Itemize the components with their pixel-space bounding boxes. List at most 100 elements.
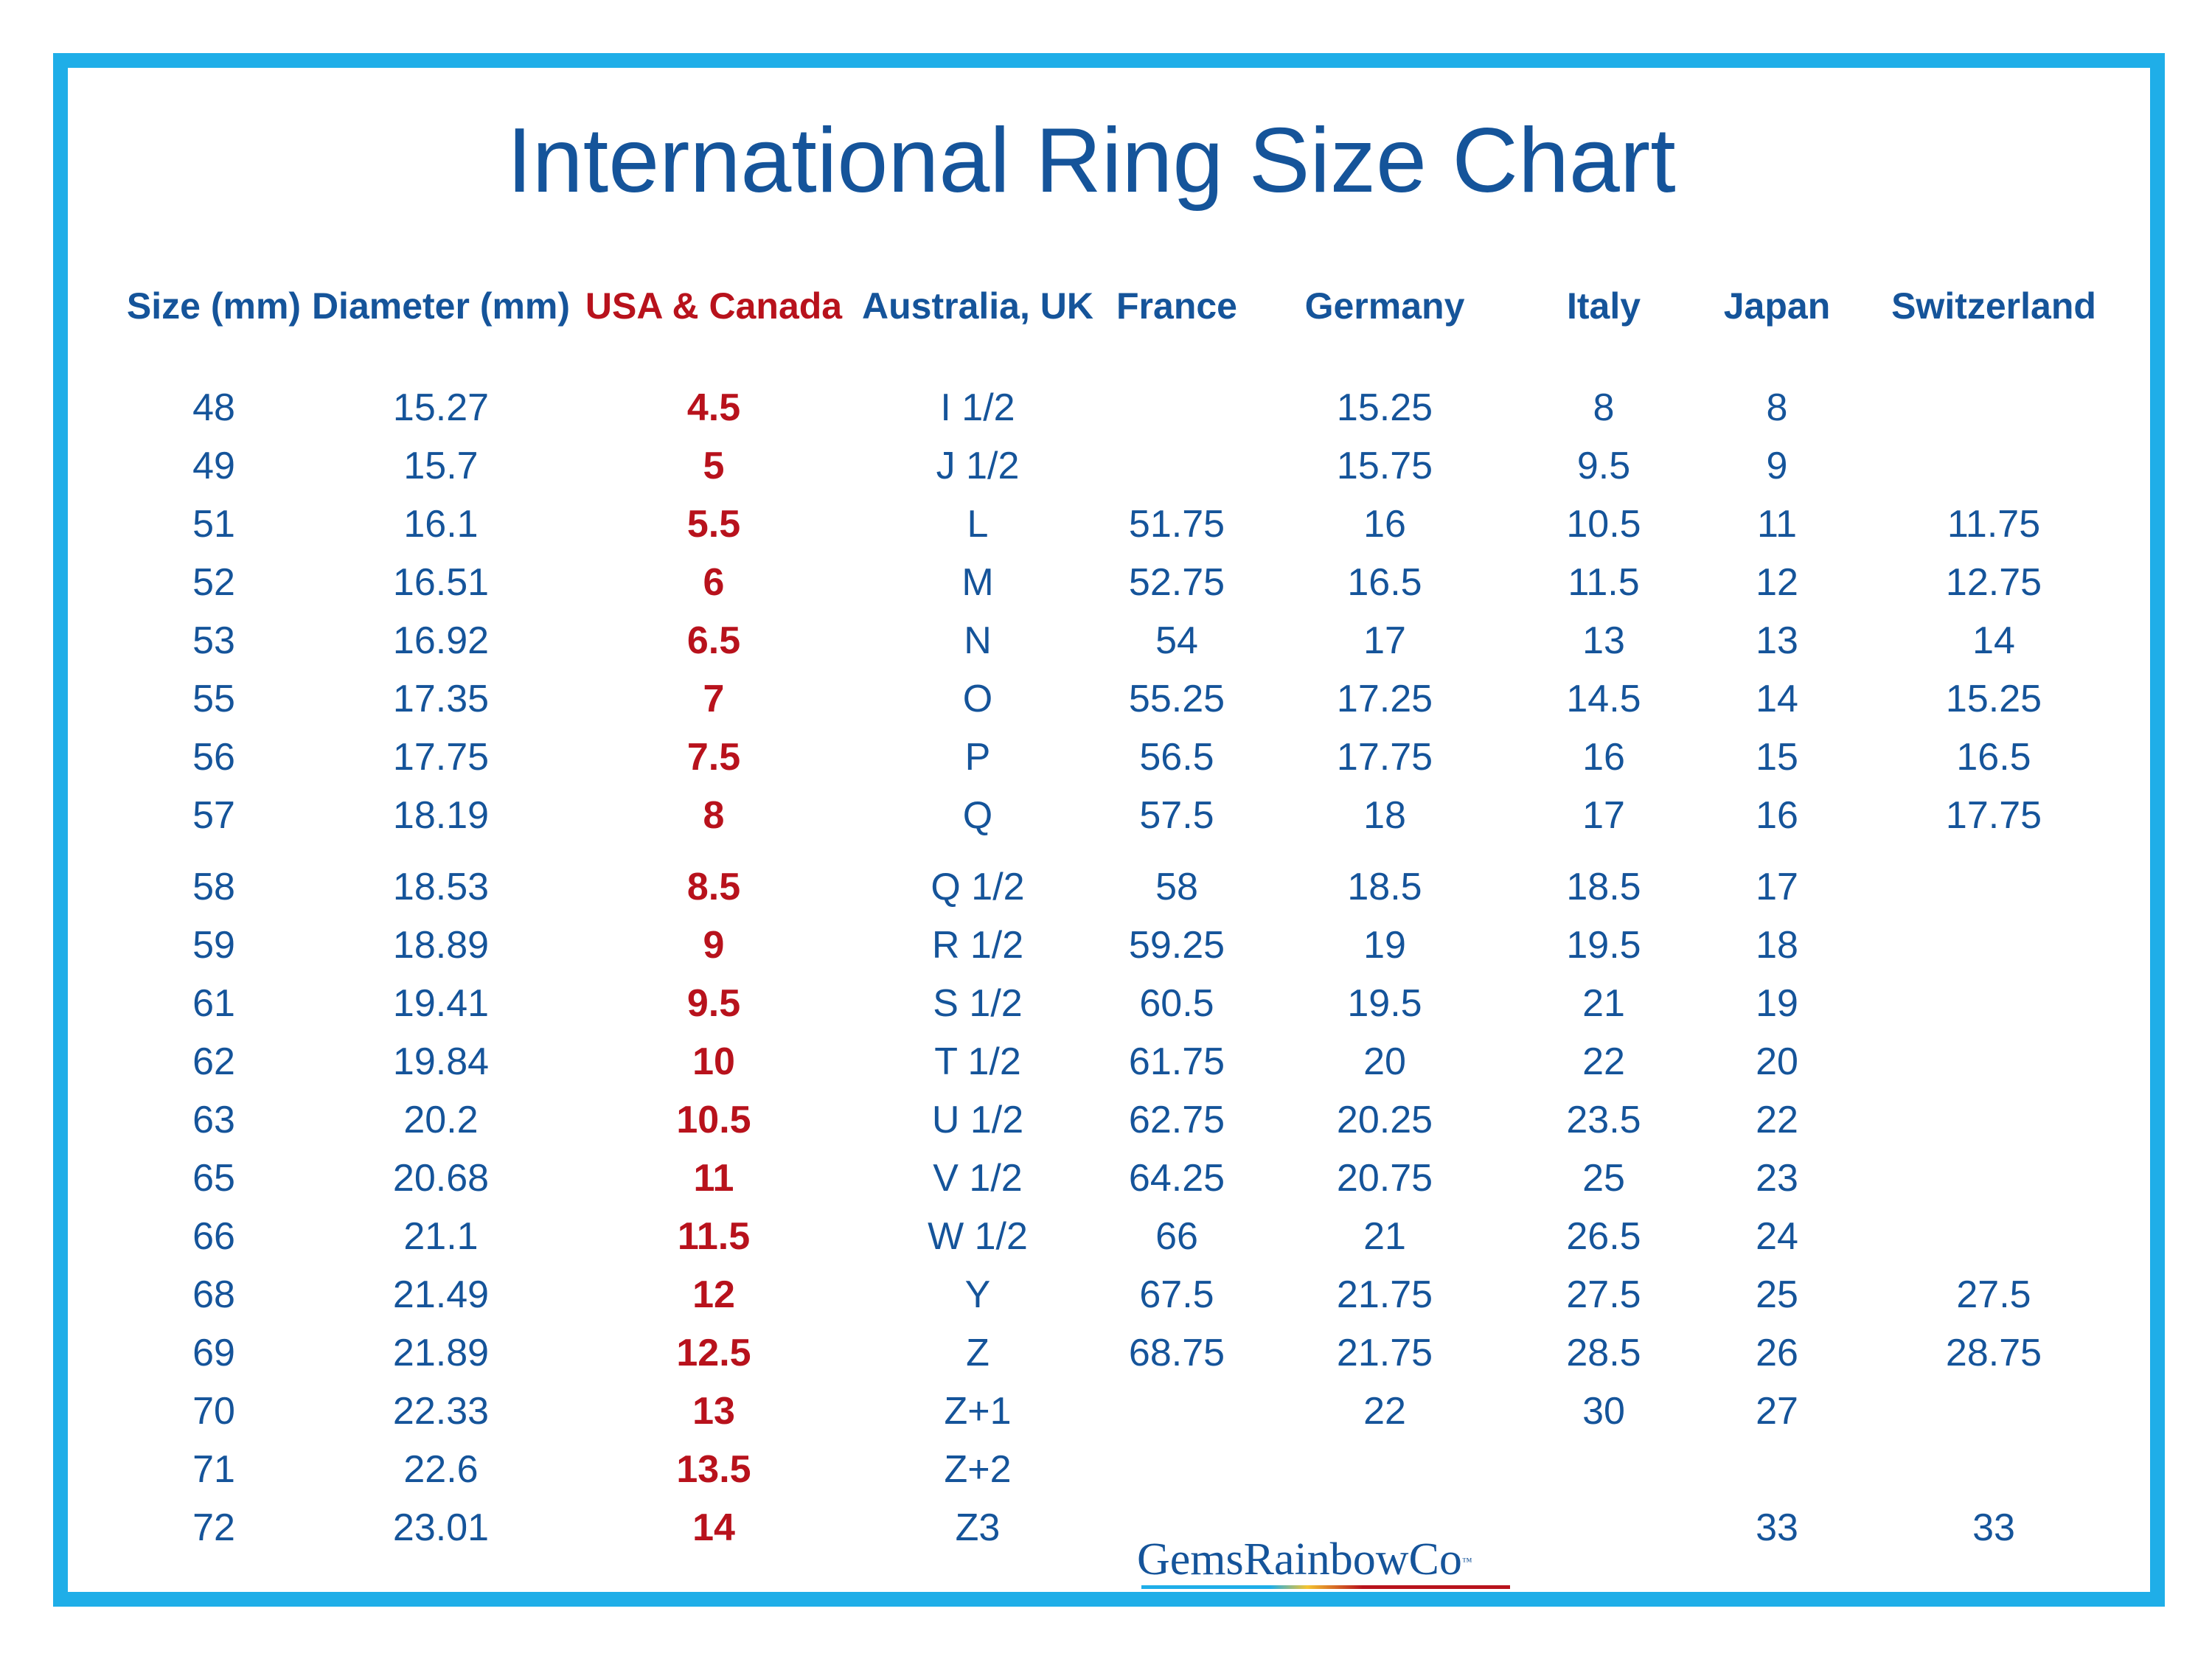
table-cell-diameter-mm: 22.6	[403, 1448, 479, 1491]
table-cell-germany: 17	[1363, 619, 1406, 662]
table-cell-italy: 30	[1582, 1390, 1625, 1433]
table-cell-germany: 19.5	[1347, 982, 1422, 1025]
table-cell-size-mm: 69	[192, 1332, 235, 1374]
table-cell-size-mm: 65	[192, 1157, 235, 1200]
table-cell-usa-canada: 10.5	[676, 1099, 751, 1141]
table-cell-usa-canada: 10	[692, 1040, 735, 1083]
table-cell-japan: 15	[1756, 736, 1798, 779]
table-cell-diameter-mm: 21.1	[403, 1215, 479, 1258]
table-cell-france: 64.25	[1128, 1157, 1225, 1200]
table-cell-diameter-mm: 15.7	[403, 445, 479, 487]
table-cell-australia-uk: R 1/2	[931, 924, 1024, 967]
table-cell-australia-uk: Z3	[955, 1506, 1001, 1549]
table-cell-germany: 17.75	[1336, 736, 1433, 779]
table-cell-italy: 23.5	[1566, 1099, 1641, 1141]
table-cell-italy: 27.5	[1566, 1273, 1641, 1316]
table-cell-size-mm: 49	[192, 445, 235, 487]
column-header-diameter-mm: Diameter (mm)	[311, 285, 571, 327]
table-cell-switzerland: 15.25	[1945, 678, 2042, 720]
table-cell-australia-uk: T 1/2	[934, 1040, 1021, 1083]
table-cell-size-mm: 58	[192, 866, 235, 908]
table-cell-italy: 26.5	[1566, 1215, 1641, 1258]
table-cell-diameter-mm: 20.68	[392, 1157, 490, 1200]
table-cell-japan: 8	[1766, 386, 1788, 429]
table-cell-switzerland: 17.75	[1945, 794, 2042, 837]
table-cell-japan: 14	[1756, 678, 1798, 720]
table-cell-japan: 25	[1756, 1273, 1798, 1316]
table-cell-size-mm: 51	[192, 503, 235, 546]
table-cell-italy: 8	[1593, 386, 1615, 429]
table-cell-france: 54	[1155, 619, 1198, 662]
table-cell-australia-uk: S 1/2	[933, 982, 1023, 1025]
table-cell-france: 59.25	[1128, 924, 1225, 967]
column-header-germany: Germany	[1304, 285, 1465, 327]
table-cell-italy: 9.5	[1576, 445, 1631, 487]
table-cell-italy: 21	[1582, 982, 1625, 1025]
table-cell-germany: 16	[1363, 503, 1406, 546]
table-cell-france: 60.5	[1139, 982, 1214, 1025]
table-cell-germany: 21	[1363, 1215, 1406, 1258]
page-title: International Ring Size Chart	[507, 110, 1676, 212]
table-cell-italy: 16	[1582, 736, 1625, 779]
table-cell-switzerland: 11.75	[1947, 503, 2041, 546]
table-cell-australia-uk: L	[967, 503, 989, 546]
table-cell-japan: 33	[1756, 1506, 1798, 1549]
table-cell-france: 52.75	[1128, 561, 1225, 604]
table-cell-japan: 12	[1756, 561, 1798, 604]
table-cell-france: 58	[1155, 866, 1198, 908]
table-cell-germany: 20.75	[1336, 1157, 1433, 1200]
table-cell-australia-uk: Z	[966, 1332, 990, 1374]
table-cell-diameter-mm: 20.2	[403, 1099, 479, 1141]
table-cell-germany: 20	[1363, 1040, 1406, 1083]
table-cell-australia-uk: U 1/2	[931, 1099, 1024, 1141]
column-header-france: France	[1116, 285, 1237, 327]
table-cell-usa-canada: 11	[693, 1157, 734, 1200]
table-cell-germany: 18.5	[1347, 866, 1422, 908]
table-cell-size-mm: 59	[192, 924, 235, 967]
table-cell-usa-canada: 11.5	[677, 1215, 751, 1258]
table-cell-france: 67.5	[1139, 1273, 1214, 1316]
column-header-italy: Italy	[1566, 285, 1641, 327]
table-cell-italy: 18.5	[1566, 866, 1641, 908]
table-cell-france: 62.75	[1128, 1099, 1225, 1141]
table-cell-italy: 13	[1582, 619, 1625, 662]
table-cell-australia-uk: Z+1	[944, 1390, 1012, 1433]
brand-logo-text: GemsRainbowCo	[1137, 1534, 1462, 1585]
table-cell-size-mm: 61	[192, 982, 235, 1025]
table-cell-france: 55.25	[1128, 678, 1225, 720]
table-cell-italy: 11.5	[1568, 561, 1640, 604]
table-cell-australia-uk: Q	[962, 794, 993, 837]
table-cell-switzerland: 33	[1972, 1506, 2015, 1549]
table-cell-australia-uk: Y	[964, 1273, 991, 1316]
table-cell-size-mm: 55	[192, 678, 235, 720]
table-cell-switzerland: 12.75	[1945, 561, 2042, 604]
table-cell-italy: 22	[1582, 1040, 1625, 1083]
table-cell-australia-uk: O	[962, 678, 993, 720]
table-cell-japan: 18	[1756, 924, 1798, 967]
table-cell-size-mm: 62	[192, 1040, 235, 1083]
table-cell-italy: 19.5	[1566, 924, 1641, 967]
table-cell-japan: 26	[1756, 1332, 1798, 1374]
table-cell-usa-canada: 9	[703, 924, 725, 967]
table-cell-size-mm: 57	[192, 794, 235, 837]
table-cell-usa-canada: 6	[703, 561, 725, 604]
table-cell-france: 61.75	[1128, 1040, 1225, 1083]
table-cell-japan: 19	[1756, 982, 1798, 1025]
table-cell-usa-canada: 7.5	[686, 736, 741, 779]
table-cell-italy: 10.5	[1566, 503, 1641, 546]
table-cell-diameter-mm: 22.33	[392, 1390, 490, 1433]
table-cell-usa-canada: 6.5	[686, 619, 741, 662]
table-cell-italy: 25	[1582, 1157, 1625, 1200]
table-cell-australia-uk: V 1/2	[933, 1157, 1023, 1200]
column-header-size-mm: Size (mm)	[126, 285, 302, 327]
table-cell-germany: 21.75	[1336, 1273, 1433, 1316]
table-cell-diameter-mm: 18.19	[392, 794, 490, 837]
table-cell-japan: 11	[1757, 503, 1797, 546]
table-cell-australia-uk: M	[961, 561, 994, 604]
trademark-mark: ™	[1461, 1557, 1472, 1568]
table-cell-size-mm: 48	[192, 386, 235, 429]
table-cell-diameter-mm: 19.41	[392, 982, 490, 1025]
table-cell-switzerland: 28.75	[1945, 1332, 2042, 1374]
table-cell-diameter-mm: 17.75	[392, 736, 490, 779]
table-cell-germany: 22	[1363, 1390, 1406, 1433]
